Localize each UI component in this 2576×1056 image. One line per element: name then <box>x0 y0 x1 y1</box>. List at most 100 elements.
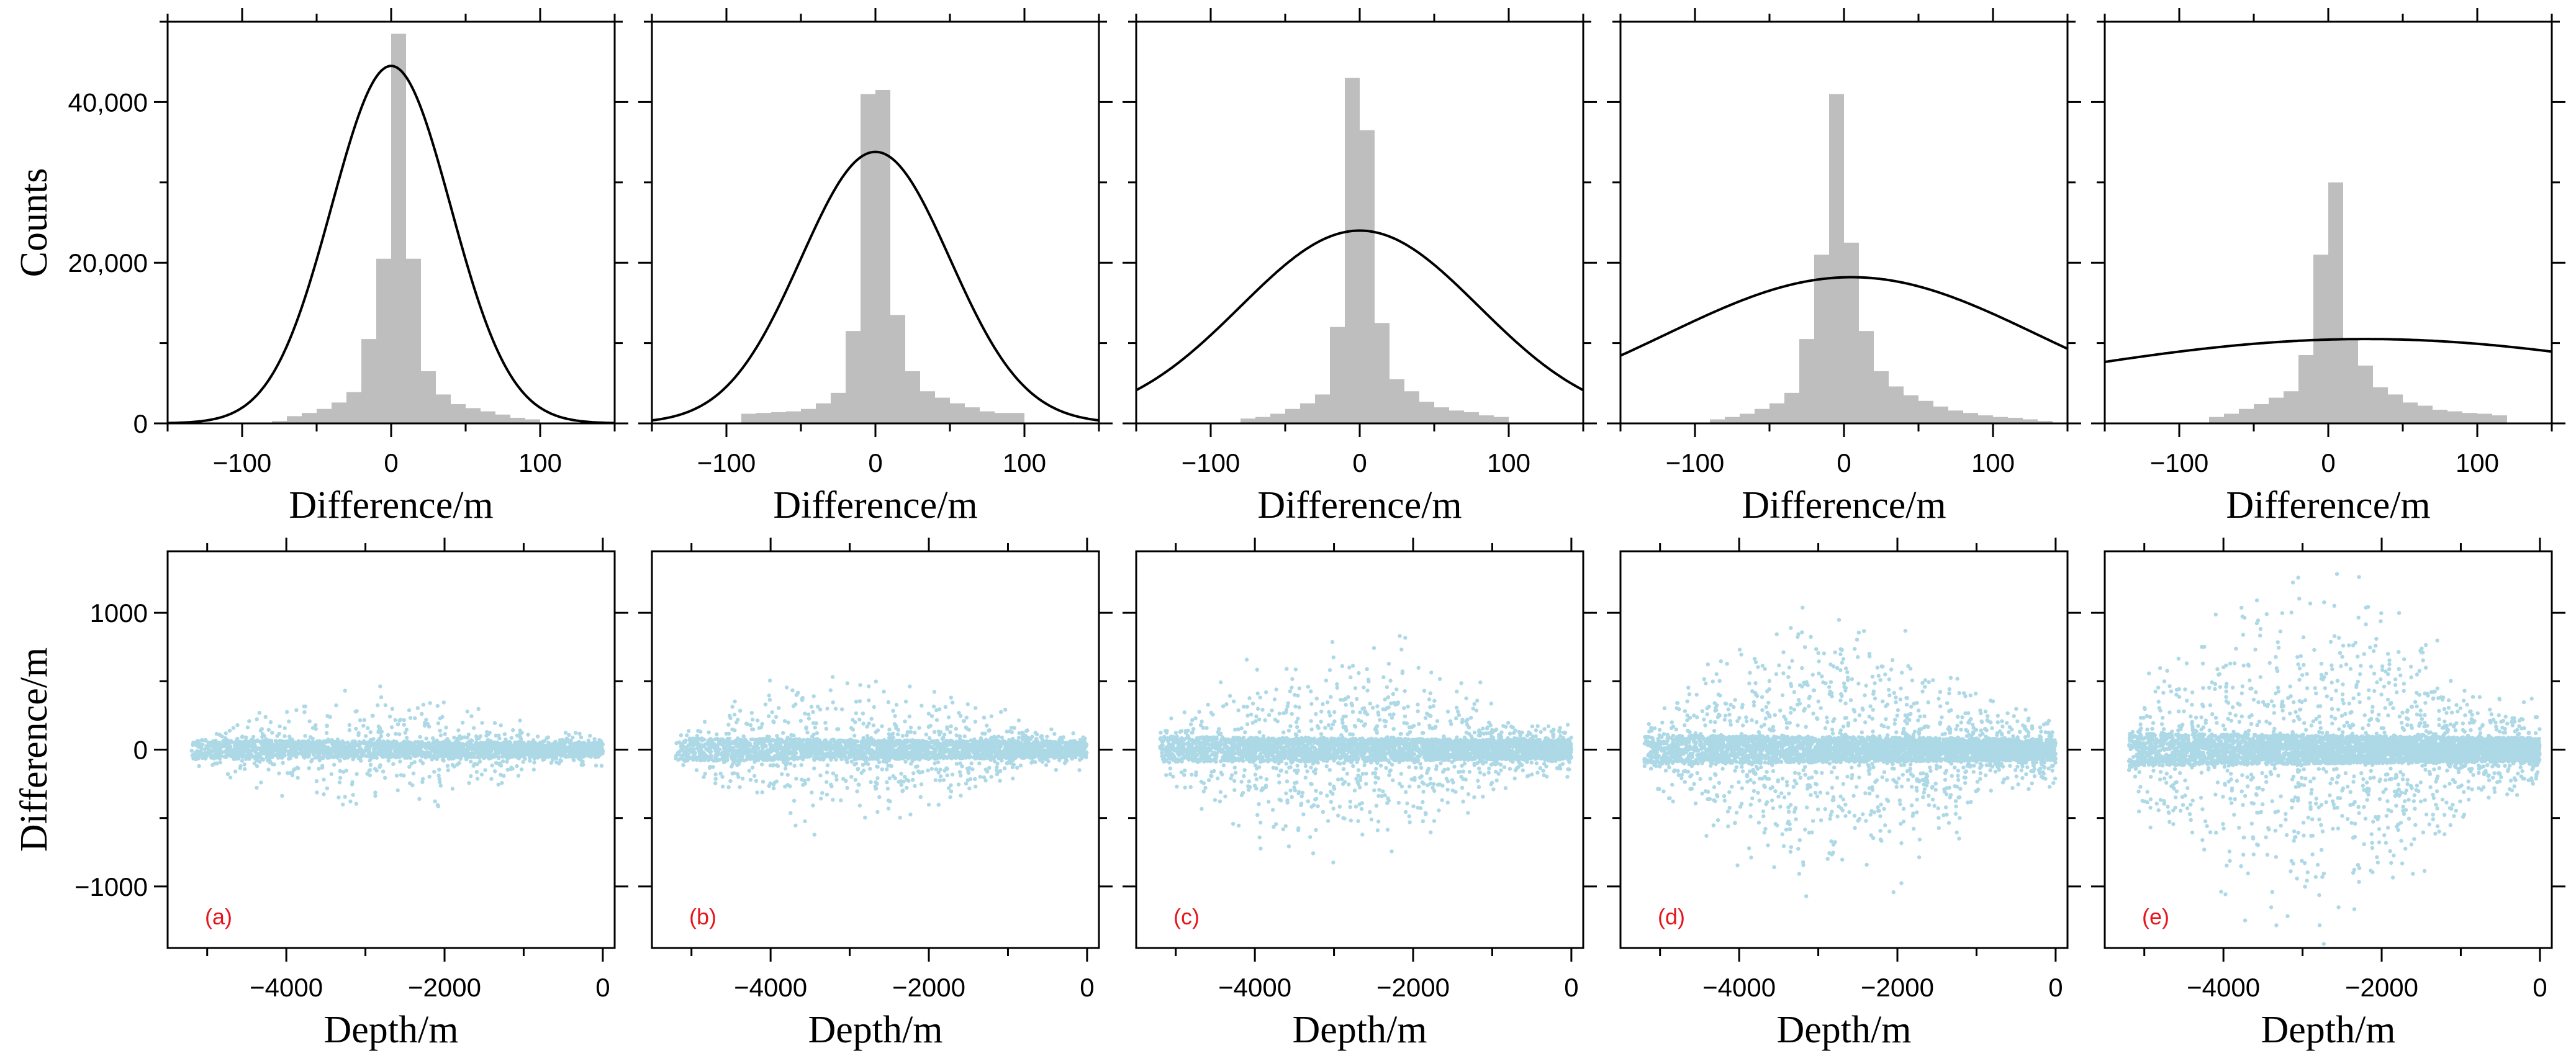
scatter-point <box>771 786 776 791</box>
scatter-point <box>270 731 274 735</box>
scatter-point <box>578 755 582 760</box>
scatter-point <box>877 760 882 765</box>
histogram-bar <box>1993 417 2008 423</box>
scatter-point <box>880 724 884 729</box>
histogram-bar <box>1375 323 1390 423</box>
histogram-bar <box>1918 400 1933 423</box>
histogram-bar <box>950 403 965 423</box>
x-tick-label: −100 <box>1182 448 1241 477</box>
scatter-point <box>420 753 425 758</box>
scatter-point <box>404 756 409 760</box>
scatter-point <box>286 744 291 748</box>
scatter-point <box>751 717 755 722</box>
scatter-point <box>422 723 427 728</box>
scatter-point <box>526 750 531 754</box>
x-tick-label: 0 <box>868 448 882 477</box>
scatter-point <box>255 717 259 721</box>
scatter-point <box>394 743 398 747</box>
histogram-bar <box>965 407 980 423</box>
scatter-point <box>926 768 930 773</box>
scatter-point <box>998 778 1002 783</box>
scatter-point <box>1010 765 1015 770</box>
scatter-point <box>355 772 359 777</box>
scatter-point <box>261 739 265 743</box>
plot-area <box>652 89 1099 423</box>
scatter-point <box>1052 732 1057 736</box>
scatter-point <box>574 743 578 747</box>
scatter-point <box>300 749 305 754</box>
scatter-point <box>732 712 737 717</box>
scatter-point <box>437 777 441 781</box>
scatter-point <box>752 774 757 778</box>
scatter-point <box>957 734 962 739</box>
x-tick-label: 100 <box>1003 448 1046 477</box>
scatter-point <box>432 753 436 757</box>
histogram-bar <box>1241 418 1255 423</box>
scatter-point <box>946 715 951 720</box>
scatter-point <box>856 767 860 772</box>
scatter-point <box>559 752 564 757</box>
scatter-point <box>336 746 340 750</box>
scatter-point <box>325 723 329 728</box>
histogram-bar <box>890 315 905 423</box>
scatter-point <box>503 739 507 744</box>
scatter-point <box>235 723 240 728</box>
scatter-point <box>297 746 302 750</box>
scatter-point <box>546 735 550 739</box>
scatter-point <box>435 703 440 708</box>
histogram-bar <box>2447 411 2462 423</box>
scatter-point <box>728 778 733 783</box>
scatter-point <box>947 786 951 790</box>
normal-distribution-curve <box>652 150 1099 422</box>
x-axis-title: Difference/m <box>1742 484 1946 526</box>
histogram-bar <box>481 411 495 423</box>
scatter-point <box>779 754 783 758</box>
scatter-point <box>956 782 961 787</box>
scatter-point <box>903 719 907 724</box>
scatter-point <box>338 746 343 751</box>
scatter-point <box>255 785 259 790</box>
histogram-bar <box>905 371 920 423</box>
scatter-point <box>696 744 700 749</box>
histogram-bar <box>2388 394 2403 423</box>
scatter-point <box>352 741 356 745</box>
scatter-point <box>519 767 524 772</box>
scatter-point <box>965 778 970 782</box>
scatter-point <box>594 764 599 768</box>
scatter-point <box>1077 768 1082 772</box>
scatter-point <box>456 755 461 759</box>
scatter-point <box>949 724 953 729</box>
scatter-point <box>511 728 515 733</box>
scatter-point <box>845 681 850 685</box>
scatter-point <box>415 751 420 756</box>
scatter-point <box>338 775 343 780</box>
scatter-point <box>233 769 238 774</box>
histogram-bar <box>1390 379 1404 423</box>
scatter-point <box>240 759 245 763</box>
scatter-point <box>513 740 517 745</box>
scatter-point <box>579 762 584 767</box>
scatter-point <box>311 752 316 757</box>
histogram-bar <box>1844 242 1859 423</box>
scatter-point <box>853 720 857 724</box>
scatter-point <box>958 761 962 765</box>
scatter-point <box>446 768 450 772</box>
scatter-point <box>880 739 885 743</box>
scatter-point <box>489 777 494 781</box>
scatter-point <box>354 726 358 731</box>
scatter-point <box>548 749 553 753</box>
scatter-point <box>417 797 422 801</box>
scatter-point <box>322 777 326 782</box>
plot-area <box>189 684 605 809</box>
scatter-point <box>504 747 509 752</box>
scatter-point <box>775 764 780 769</box>
scatter-point <box>985 723 989 728</box>
scatter-point <box>206 740 210 745</box>
y-tick-label: 40,000 <box>68 88 148 117</box>
scatter-point <box>888 764 892 768</box>
histogram-bar <box>831 392 846 423</box>
histogram-bar <box>1330 327 1345 423</box>
scatter-point <box>416 740 420 744</box>
scatter-point <box>400 754 405 758</box>
scatter-point <box>438 783 443 788</box>
